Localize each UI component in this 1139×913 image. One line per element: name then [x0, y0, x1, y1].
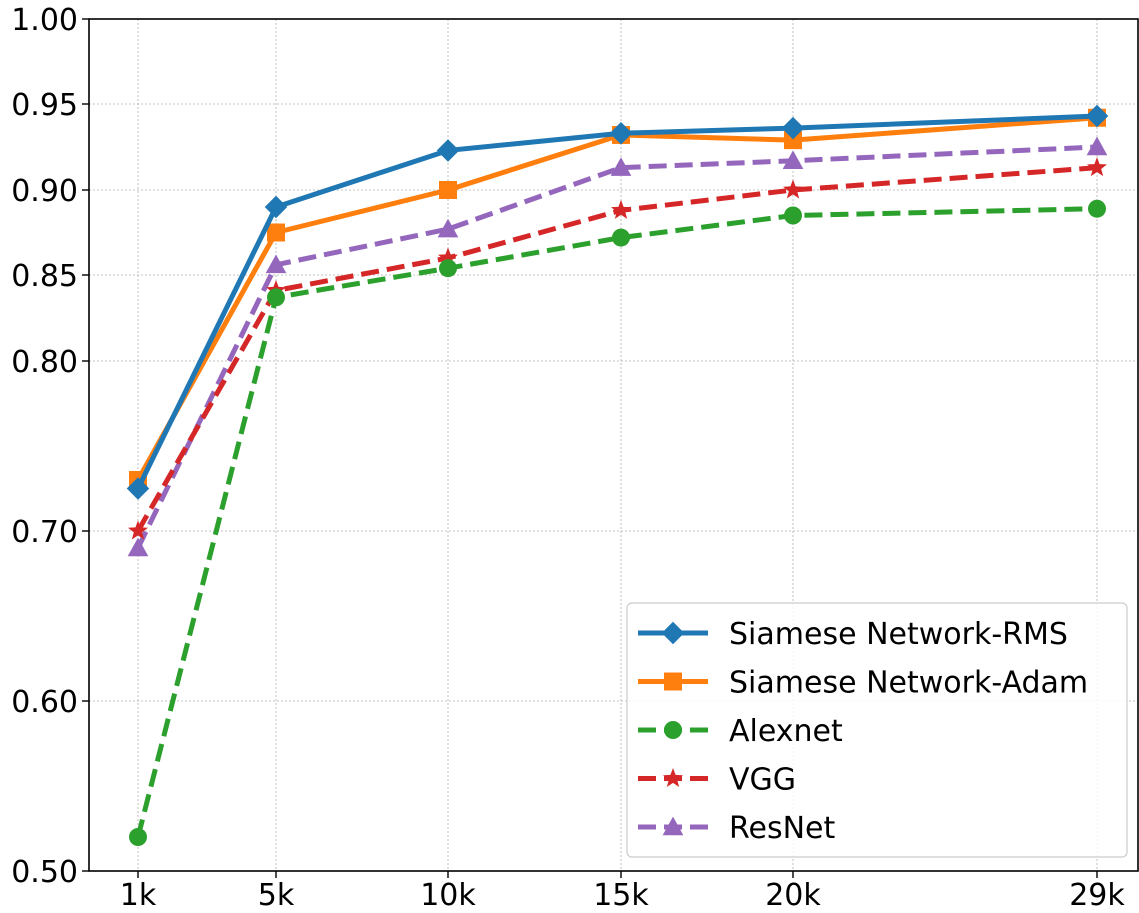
data-point-siamese-network-rms [609, 121, 633, 145]
legend-entry-resnet: ResNet [638, 811, 835, 846]
series-line-resnet [135, 144, 1098, 550]
legend-entry-siamese-network-rms: Siamese Network-RMS [638, 617, 1068, 652]
x-tick-label: 5k [258, 878, 295, 913]
legend-entry-alexnet: Alexnet [638, 714, 843, 749]
legend-label: Alexnet [729, 714, 843, 749]
legend-entry-vgg: VGG [638, 763, 796, 798]
series-alexnet [129, 199, 1106, 846]
data-point-resnet [1086, 136, 1108, 156]
y-tick-label: 0.50 [11, 855, 78, 890]
legend-marker [662, 816, 684, 836]
data-point-vgg [128, 520, 148, 540]
y-tick-label: 1.00 [11, 3, 78, 38]
data-point-siamese-network-rms [1085, 104, 1109, 128]
y-axis: 0.50 0.60 0.70 0.80 0.85 0.90 0.95 1.00 [11, 3, 89, 890]
legend-marker [661, 621, 685, 645]
legend-marker [663, 768, 683, 787]
data-point-vgg [783, 179, 803, 199]
legend-marker [664, 672, 682, 691]
data-point-siamese-network-rms [436, 139, 460, 162]
y-tick-label: 0.80 [11, 345, 78, 380]
x-tick-label: 29k [1069, 878, 1125, 913]
data-point-alexnet [439, 259, 457, 278]
data-point-vgg [1087, 157, 1107, 177]
series-line-vgg [135, 165, 1098, 533]
series-line-siamese-network-rms [135, 113, 1098, 490]
data-point-alexnet [267, 288, 285, 307]
legend-label: Siamese Network-RMS [729, 617, 1068, 652]
data-point-siamese-network-rms [126, 477, 150, 500]
data-point-resnet [437, 218, 459, 238]
y-tick-label: 0.85 [11, 259, 78, 294]
x-tick-label: 1k [120, 878, 157, 913]
y-tick-label: 0.60 [11, 685, 78, 720]
data-point-siamese-network-rms [264, 195, 288, 219]
series-layer [126, 104, 1109, 846]
y-tick-label: 0.95 [11, 88, 78, 123]
data-point-alexnet [784, 206, 802, 225]
legend-label: ResNet [729, 811, 835, 846]
data-point-alexnet [612, 228, 630, 247]
legend-box [626, 602, 1128, 858]
legend-label: VGG [729, 763, 796, 798]
series-siamese-network-rms [126, 104, 1109, 500]
data-point-resnet [782, 150, 804, 170]
data-point-vgg [438, 247, 458, 267]
data-point-alexnet [129, 828, 147, 846]
data-point-resnet [265, 254, 287, 274]
data-point-alexnet [1088, 199, 1106, 218]
x-tick-label: 20k [765, 878, 821, 913]
x-tick-label: 15k [593, 878, 649, 913]
data-point-siamese-network-adam [439, 181, 457, 199]
x-tick-label: 10k [420, 878, 476, 913]
y-tick-label: 0.90 [11, 174, 78, 209]
legend-entry-siamese-network-adam: Siamese Network-Adam [638, 666, 1088, 701]
series-line-siamese-network-adam [135, 115, 1098, 482]
series-resnet [127, 136, 1108, 557]
legend: Siamese Network-RMS Siamese Network-Adam A… [626, 602, 1128, 858]
data-point-siamese-network-rms [781, 116, 805, 140]
data-point-resnet [610, 157, 632, 176]
legend-label: Siamese Network-Adam [729, 666, 1088, 701]
y-tick-label: 0.70 [11, 515, 78, 550]
x-axis: 1k 5k 10k 15k 20k 29k [120, 871, 1125, 913]
legend-marker [664, 721, 682, 739]
series-line-alexnet [135, 206, 1098, 838]
data-point-vgg [611, 199, 631, 219]
plot-frame [88, 18, 1139, 872]
data-point-resnet [127, 537, 149, 557]
data-point-siamese-network-adam [784, 131, 802, 150]
data-point-siamese-network-adam [267, 223, 285, 242]
